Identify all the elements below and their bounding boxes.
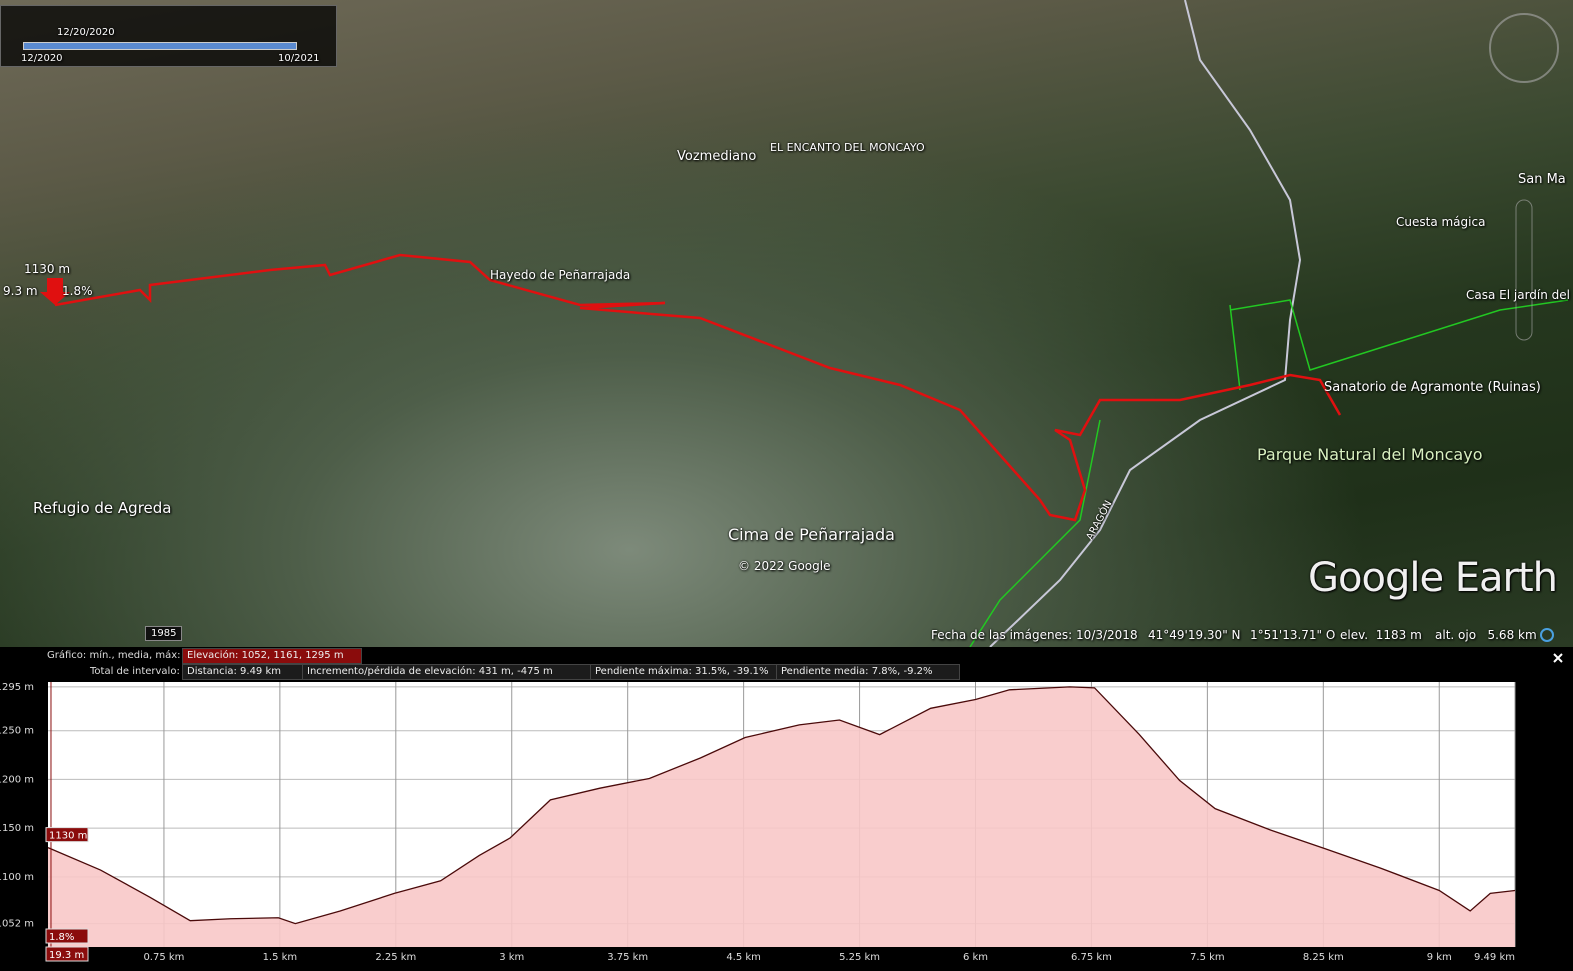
elevation-readout: elev. 1183 m [1340,628,1422,642]
track-marker [40,278,70,305]
map-label[interactable]: Cuesta mágica [1396,215,1486,229]
map-overlay [40,0,1569,647]
x-tick-label: 8.25 km [1303,952,1344,963]
status-icon [1540,628,1554,642]
x-tick-label: 2.25 km [375,952,416,963]
cursor-slope: 1.8% [49,932,74,943]
distance-stat: Distancia: 9.49 km [182,664,304,680]
x-tick-label: 9 km [1427,952,1452,963]
profile-line [47,686,1516,925]
y-tick-label: 1200 m [0,774,34,785]
profile-area [48,686,1515,947]
imagery-date: Fecha de las imágenes: 10/3/2018 [931,628,1138,642]
slider-current: 12/20/2020 [57,27,115,38]
interval-label: Total de intervalo: [90,666,180,677]
x-tick-label: 6 km [963,952,988,963]
x-tick-label: 3.75 km [607,952,648,963]
map-label[interactable]: Refugio de Agreda [33,499,172,517]
eye-altitude: alt. ojo 5.68 km [1435,628,1537,642]
map-label[interactable]: Hayedo de Peñarrajada [490,268,631,282]
map-label[interactable]: Cima de Peñarrajada [728,525,895,544]
graph-label: Gráfico: mín., media, máx: [47,650,181,661]
copyright: © 2022 Google [738,559,831,573]
y-tick-label: 1052 m [0,919,34,930]
x-tick-label: 3 km [499,952,524,963]
cursor-slope-box [45,928,89,944]
map-label[interactable]: San Ma [1518,172,1566,187]
avg-slope-stat: Pendiente media: 7.8%, -9.2% [776,664,960,680]
y-tick-label: 1150 m [0,823,34,834]
time-slider-track[interactable] [23,42,297,50]
y-tick-label: 1250 m [0,726,34,737]
x-tick-label: 9.49 km [1474,952,1515,963]
gain-loss-stat: Incremento/pérdida de elevación: 431 m, … [302,664,592,680]
track [54,253,1342,522]
time-slider-panel: 12/20/2020 12/2020 10/2021 [0,5,337,67]
x-tick-label: 6.75 km [1071,952,1112,963]
map-label[interactable]: Vozmediano [677,149,757,164]
x-tick-label: 4.5 km [726,952,761,963]
cursor-elevation: 1130 m [49,831,87,842]
map-label[interactable]: Parque Natural del Moncayo [1257,445,1483,464]
marker-slope: 1.8% [62,284,93,298]
x-tick-label: 1.5 km [263,952,298,963]
slider-end: 10/2021 [278,53,320,64]
historical-year[interactable]: 1985 [145,626,183,641]
x-tick-label: 5.25 km [839,952,880,963]
x-tick-label: 0.75 km [143,952,184,963]
map-label[interactable]: EL ENCANTO DEL MONCAYO [770,141,925,154]
compass[interactable] [1489,13,1559,83]
close-button[interactable] [1551,651,1565,665]
road [989,0,1302,647]
marker-elevation: 1130 m [24,262,71,276]
elevation-profile-panel: Gráfico: mín., media, máx: Elevación: 10… [0,647,1573,971]
green-trail [969,299,1569,647]
x-tick-label: 7.5 km [1190,952,1225,963]
marker-distance: 9.3 m [3,284,38,298]
elevation-stats: Elevación: 1052, 1161, 1295 m [182,648,362,664]
profile-chart: 1052 m 1100 m 1150 m 1200 m 1250 m 1295 m 0.75… [0,682,1516,963]
latitude: 41°49'19.30" N [1148,628,1241,642]
map-label[interactable]: Casa El jardín del [1466,288,1570,302]
slider-start: 12/2020 [21,53,63,64]
map-label[interactable]: Sanatorio de Agramonte (Ruinas) [1324,380,1541,395]
brand-logo: Google Earth [1308,555,1558,601]
cursor-elevation-box [45,827,89,843]
y-tick-label: 1100 m [0,872,34,883]
zoom-slider[interactable] [1515,199,1533,341]
cursor-distance-box [45,946,89,962]
longitude: 1°51'13.71" O [1250,628,1336,642]
map-view[interactable]: 12/20/2020 12/2020 10/2021 Vozmediano EL… [0,0,1573,647]
cursor-distance: 19.3 m [49,950,84,961]
y-tick-label: 1295 m [0,682,34,693]
